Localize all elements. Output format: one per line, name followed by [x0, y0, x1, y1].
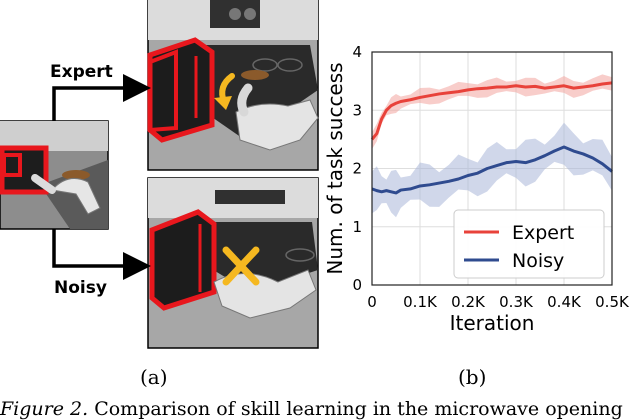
branch-arrows [52, 74, 151, 280]
x-tick-label: 0.3K [499, 293, 534, 311]
x-tick-label: 0.2K [451, 293, 486, 311]
scene-diagram: Expert Noisy [0, 0, 319, 349]
y-tick-label: 2 [352, 160, 362, 178]
expert-band [372, 74, 612, 150]
caption-text: Comparison of skill learning in the micr… [88, 398, 623, 420]
panel-a: Expert Noisy [0, 0, 320, 360]
chart-legend: Expert Noisy [453, 209, 605, 279]
noisy-legend-label: Noisy [512, 250, 564, 272]
figure-caption: Figure 2. Comparison of skill learning i… [0, 398, 640, 420]
x-tick-label: 0 [367, 293, 377, 311]
expert-line [370, 81, 613, 141]
chart-bands [372, 74, 612, 218]
initial-scene [0, 120, 109, 230]
y-tick-label: 3 [352, 101, 362, 119]
y-axis-label: Num. of task success [323, 62, 347, 274]
noisy-band [372, 122, 612, 218]
noisy-line [371, 145, 613, 195]
x-tick-label: 0.5K [595, 293, 630, 311]
x-tick-label: 0.4K [547, 293, 582, 311]
expert-scene [147, 0, 319, 171]
panel-b-sublabel: (b) [458, 365, 487, 389]
success-chart: 0 0.1K 0.2K 0.3K 0.4K 0.5K 0 1 2 3 4 Iteration Num… [323, 43, 630, 335]
x-axis-label: Iteration [450, 311, 535, 335]
y-tick-label: 0 [352, 276, 362, 294]
chart-lines [370, 81, 613, 195]
panel-a-sublabel: (a) [140, 365, 168, 389]
y-tick-label: 1 [352, 218, 362, 236]
expert-branch-label: Expert [50, 62, 113, 82]
panel-b: 0 0.1K 0.2K 0.3K 0.4K 0.5K 0 1 2 3 4 Iteration Num… [320, 0, 640, 360]
noisy-branch-label: Noisy [54, 278, 107, 298]
noisy-scene [147, 177, 319, 349]
curved-arrow-icon [214, 73, 235, 110]
caption-figure-number: Figure 2. [0, 398, 89, 420]
plot-frame [371, 51, 613, 286]
cross-icon [222, 246, 260, 286]
expert-legend-label: Expert [512, 222, 574, 244]
chart-ticks: 0 0.1K 0.2K 0.3K 0.4K 0.5K 0 1 2 3 4 [352, 43, 630, 311]
x-tick-label: 0.1K [403, 293, 438, 311]
y-tick-label: 4 [352, 43, 362, 61]
